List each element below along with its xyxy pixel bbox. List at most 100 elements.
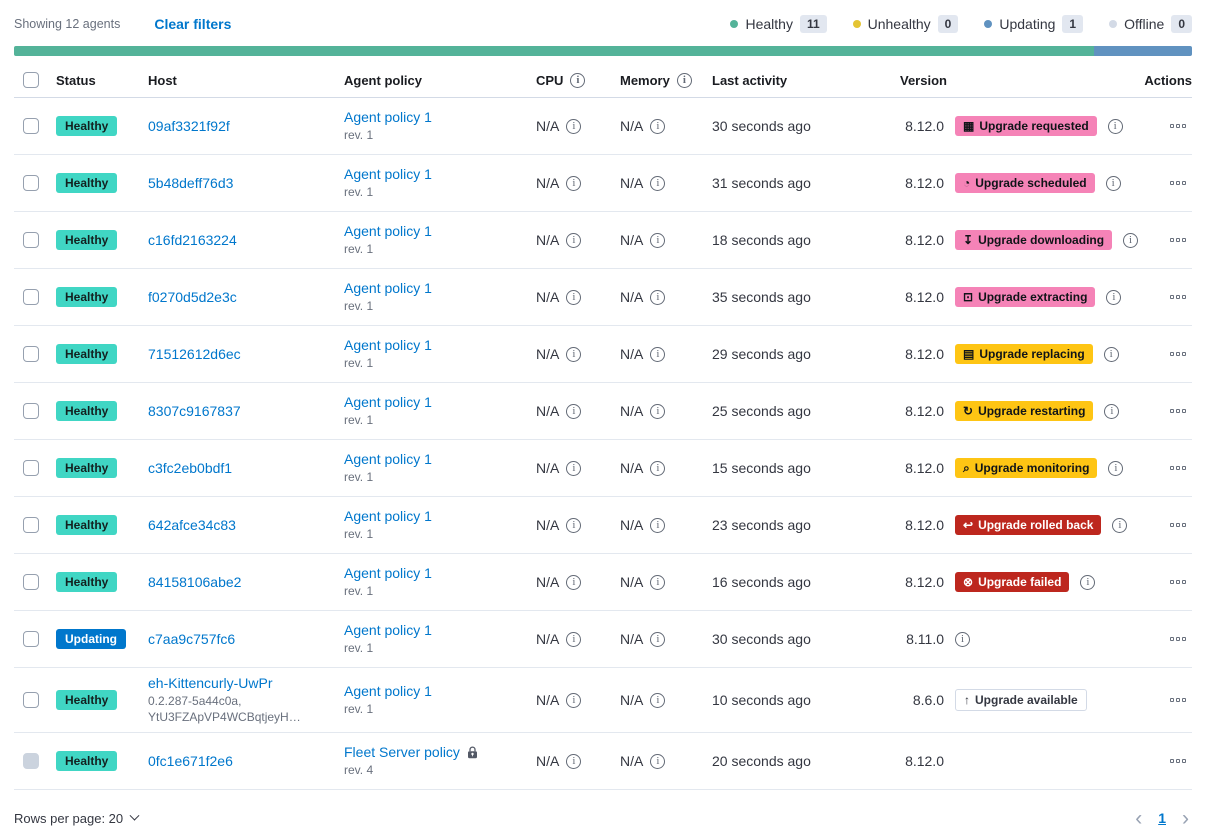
info-icon[interactable] xyxy=(650,346,666,362)
info-icon[interactable] xyxy=(650,175,666,191)
info-icon[interactable] xyxy=(566,692,582,708)
agent-version: 8.12.0 xyxy=(905,346,944,362)
policy-link[interactable]: Agent policy 1 xyxy=(344,683,432,700)
host-link[interactable]: 71512612d6ec xyxy=(148,346,241,362)
row-checkbox[interactable] xyxy=(23,403,39,419)
info-icon[interactable] xyxy=(650,574,666,590)
policy-link[interactable]: Agent policy 1 xyxy=(344,393,432,410)
actions-menu-button[interactable] xyxy=(1168,405,1188,417)
host-link[interactable]: 0fc1e671f2e6 xyxy=(148,753,233,770)
actions-menu-button[interactable] xyxy=(1168,291,1188,303)
row-checkbox[interactable] xyxy=(23,118,39,134)
actions-menu-button[interactable] xyxy=(1168,755,1188,767)
row-checkbox[interactable] xyxy=(23,753,39,770)
row-checkbox[interactable] xyxy=(23,574,39,590)
row-checkbox[interactable] xyxy=(23,175,39,191)
info-icon[interactable] xyxy=(566,232,582,248)
host-link[interactable]: 642afce34c83 xyxy=(148,517,236,533)
policy-link[interactable]: Agent policy 1 xyxy=(344,564,432,581)
select-all-checkbox[interactable] xyxy=(23,72,39,88)
actions-menu-button[interactable] xyxy=(1168,576,1188,588)
info-icon[interactable] xyxy=(650,460,666,476)
boxes-horizontal-icon xyxy=(1170,295,1174,299)
host-link[interactable]: 8307c9167837 xyxy=(148,403,241,419)
row-checkbox[interactable] xyxy=(23,289,39,305)
actions-menu-button[interactable] xyxy=(1168,177,1188,189)
policy-link[interactable]: Agent policy 1 xyxy=(344,507,432,524)
row-checkbox[interactable] xyxy=(23,232,39,248)
info-icon[interactable] xyxy=(1106,289,1122,305)
agent-status-bar xyxy=(14,46,1192,56)
info-icon[interactable] xyxy=(650,753,666,769)
info-icon[interactable] xyxy=(566,574,582,590)
row-checkbox[interactable] xyxy=(23,346,39,362)
info-icon[interactable] xyxy=(566,753,582,769)
prev-page-button[interactable]: ‹ xyxy=(1135,806,1143,830)
table-header-row: Status Host Agent policy CPU Memory Last… xyxy=(14,63,1192,98)
info-icon[interactable] xyxy=(566,460,582,476)
row-checkbox[interactable] xyxy=(23,692,39,709)
info-icon[interactable] xyxy=(650,403,666,419)
actions-menu-button[interactable] xyxy=(1168,348,1188,360)
rows-per-page-select[interactable]: Rows per page: 20 xyxy=(14,810,140,826)
info-icon[interactable] xyxy=(1080,574,1096,590)
info-icon[interactable] xyxy=(566,631,582,647)
page-1-button[interactable]: 1 xyxy=(1158,810,1166,827)
info-icon[interactable] xyxy=(1112,517,1128,533)
info-icon[interactable] xyxy=(566,403,582,419)
actions-menu-button[interactable] xyxy=(1168,633,1188,645)
cpu-info-icon[interactable] xyxy=(570,72,586,88)
info-icon[interactable] xyxy=(566,346,582,362)
status-legend: Healthy 11 Unhealthy 0 Updating 1 Offlin… xyxy=(730,15,1192,33)
memory-info-icon[interactable] xyxy=(676,72,692,88)
info-icon[interactable] xyxy=(650,517,666,533)
host-link[interactable]: 84158106abe2 xyxy=(148,574,242,590)
row-checkbox[interactable] xyxy=(23,460,39,476)
info-icon[interactable] xyxy=(1123,232,1139,248)
policy-link[interactable]: Agent policy 1 xyxy=(344,108,432,125)
actions-menu-button[interactable] xyxy=(1168,234,1188,246)
next-page-button[interactable]: › xyxy=(1182,806,1189,830)
policy-link[interactable]: Agent policy 1 xyxy=(344,279,432,296)
host-link[interactable]: c7aa9c757fc6 xyxy=(148,631,236,647)
host-link[interactable]: c3fc2eb0bdf1 xyxy=(148,460,233,476)
policy-link[interactable]: Agent policy 1 xyxy=(344,222,432,239)
info-icon[interactable] xyxy=(650,232,666,248)
actions-menu-button[interactable] xyxy=(1168,462,1188,474)
host-link[interactable]: c16fd2163224 xyxy=(148,232,237,248)
info-icon[interactable] xyxy=(650,289,666,305)
info-icon[interactable] xyxy=(1107,118,1123,134)
host-link[interactable]: eh-Kittencurly-UwPr xyxy=(148,675,273,691)
policy-link[interactable]: Agent policy 1 xyxy=(344,450,432,467)
agent-version: 8.12.0 xyxy=(905,517,944,533)
info-icon[interactable] xyxy=(566,517,582,533)
info-icon[interactable] xyxy=(566,118,582,134)
info-icon[interactable] xyxy=(650,118,666,134)
actions-menu-button[interactable] xyxy=(1168,519,1188,531)
status-badge: Healthy xyxy=(56,287,118,307)
package-icon: ⊡ xyxy=(963,290,974,304)
info-icon[interactable] xyxy=(566,289,582,305)
info-icon[interactable] xyxy=(566,175,582,191)
host-link[interactable]: 5b48deff76d3 xyxy=(148,175,234,191)
actions-menu-button[interactable] xyxy=(1168,694,1188,706)
info-icon[interactable] xyxy=(1105,175,1121,191)
policy-link[interactable]: Agent policy 1 xyxy=(344,621,432,638)
info-icon[interactable] xyxy=(650,692,666,708)
clear-filters-link[interactable]: Clear filters xyxy=(154,16,232,32)
actions-menu-button[interactable] xyxy=(1168,120,1188,132)
info-icon[interactable] xyxy=(1103,346,1119,362)
boxes-horizontal-icon xyxy=(1170,698,1174,703)
row-checkbox[interactable] xyxy=(23,517,39,533)
row-checkbox[interactable] xyxy=(23,631,39,647)
policy-link[interactable]: Agent policy 1 xyxy=(344,336,432,353)
info-icon[interactable] xyxy=(1108,460,1124,476)
info-icon[interactable] xyxy=(1104,403,1120,419)
info-icon[interactable] xyxy=(955,631,970,647)
info-icon[interactable] xyxy=(650,631,666,647)
policy-link[interactable]: Agent policy 1 xyxy=(344,165,432,182)
host-link[interactable]: 09af3321f92f xyxy=(148,118,230,134)
policy-link[interactable]: Fleet Server policy xyxy=(344,744,460,761)
host-link[interactable]: f0270d5d2e3c xyxy=(148,289,237,305)
agent-version: 8.11.0 xyxy=(906,631,944,647)
